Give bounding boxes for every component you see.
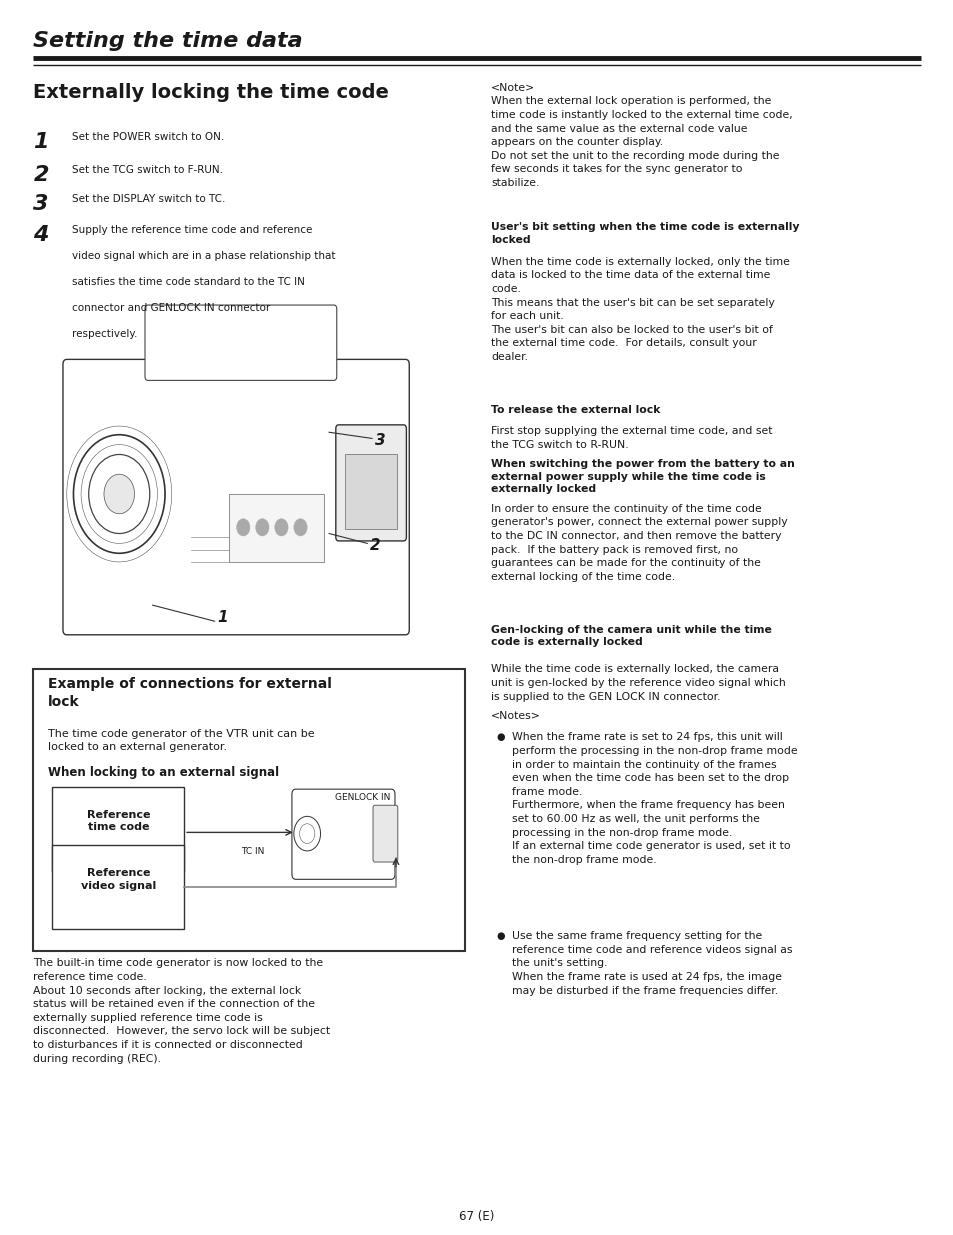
FancyBboxPatch shape [63,359,409,635]
FancyBboxPatch shape [345,454,396,529]
Text: The time code generator of the VTR unit can be
locked to an external generator.: The time code generator of the VTR unit … [48,729,314,752]
Text: The built-in time code generator is now locked to the
reference time code.
About: The built-in time code generator is now … [33,958,330,1063]
Text: Gen-locking of the camera unit while the time
code is externally locked: Gen-locking of the camera unit while the… [491,625,771,647]
Text: 2: 2 [33,165,49,185]
Text: Set the TCG switch to F-RUN.: Set the TCG switch to F-RUN. [71,165,222,175]
Text: User's bit setting when the time code is externally
locked: User's bit setting when the time code is… [491,222,799,245]
Circle shape [104,474,134,514]
Circle shape [274,519,288,536]
Text: Reference
time code: Reference time code [87,810,150,832]
Text: Setting the time data: Setting the time data [33,31,303,51]
Text: While the time code is externally locked, the camera
unit is gen-locked by the r: While the time code is externally locked… [491,664,785,701]
Circle shape [236,519,250,536]
Text: ●: ● [496,732,504,742]
Text: When switching the power from the battery to an
external power supply while the : When switching the power from the batter… [491,459,795,494]
Text: 4: 4 [33,225,49,245]
FancyBboxPatch shape [292,789,395,879]
Text: To release the external lock: To release the external lock [491,405,660,415]
Text: 3: 3 [33,194,49,214]
Text: 3: 3 [375,433,385,448]
FancyBboxPatch shape [33,669,464,951]
Text: video signal which are in a phase relationship that: video signal which are in a phase relati… [71,251,335,261]
Text: GENLOCK IN: GENLOCK IN [335,793,390,802]
Text: When locking to an external signal: When locking to an external signal [48,766,278,779]
FancyBboxPatch shape [145,305,336,380]
FancyBboxPatch shape [52,787,184,871]
Circle shape [255,519,269,536]
Text: connector and GENLOCK IN connector: connector and GENLOCK IN connector [71,303,270,312]
Text: 1: 1 [33,132,49,152]
Text: respectively.: respectively. [71,329,137,338]
Text: satisfies the time code standard to the TC IN: satisfies the time code standard to the … [71,277,304,287]
Text: When the frame rate is set to 24 fps, this unit will
perform the processing in t: When the frame rate is set to 24 fps, th… [512,732,797,864]
Text: When the time code is externally locked, only the time
data is locked to the tim: When the time code is externally locked,… [491,257,789,362]
Text: Reference
video signal: Reference video signal [81,868,155,890]
Text: <Notes>: <Notes> [491,711,540,721]
Text: Set the DISPLAY switch to TC.: Set the DISPLAY switch to TC. [71,194,225,204]
FancyBboxPatch shape [229,494,324,562]
Text: Use the same frame frequency setting for the
reference time code and reference v: Use the same frame frequency setting for… [512,931,792,995]
Text: 1: 1 [217,610,228,625]
FancyBboxPatch shape [373,805,397,862]
Text: In order to ensure the continuity of the time code
generator's power, connect th: In order to ensure the continuity of the… [491,504,787,582]
Text: <Note>
When the external lock operation is performed, the
time code is instantly: <Note> When the external lock operation … [491,83,792,188]
Text: ●: ● [496,931,504,941]
Text: First stop supplying the external time code, and set
the TCG switch to R-RUN.: First stop supplying the external time c… [491,426,772,450]
Text: Supply the reference time code and reference: Supply the reference time code and refer… [71,225,312,235]
Text: 2: 2 [370,538,380,553]
Text: 67 (E): 67 (E) [458,1210,495,1224]
Text: Set the POWER switch to ON.: Set the POWER switch to ON. [71,132,224,142]
Text: Example of connections for external
lock: Example of connections for external lock [48,677,332,709]
FancyBboxPatch shape [335,425,406,541]
Circle shape [294,519,307,536]
Text: TC IN: TC IN [241,847,264,856]
Text: Externally locking the time code: Externally locking the time code [33,83,389,101]
FancyBboxPatch shape [52,845,184,929]
